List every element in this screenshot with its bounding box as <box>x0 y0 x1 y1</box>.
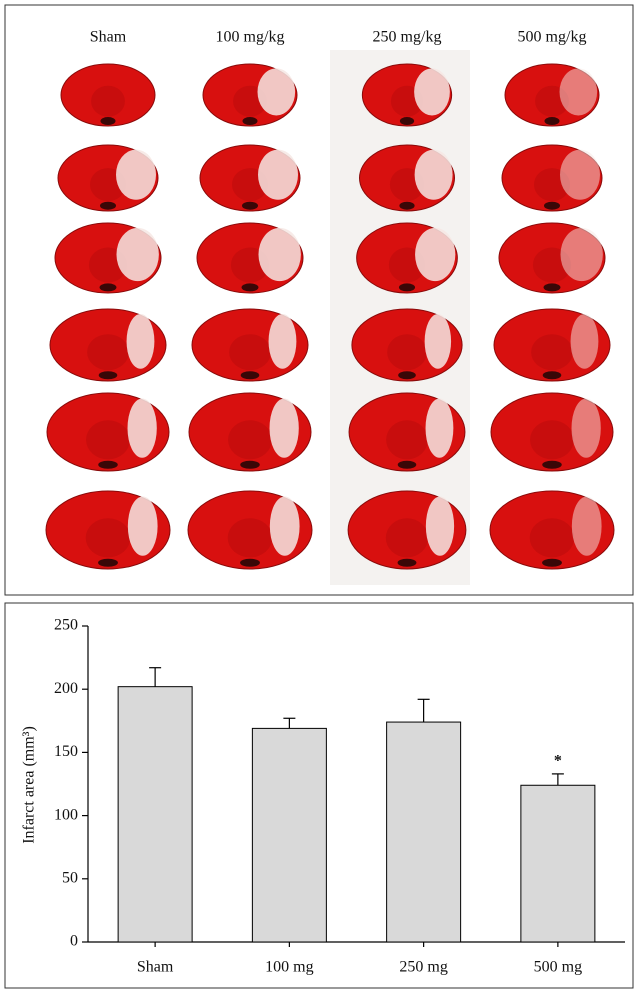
infarct-region <box>570 314 599 369</box>
infarct-region <box>257 68 296 116</box>
slice-midline <box>386 420 428 460</box>
slice-shadow <box>98 460 118 469</box>
infarct-region <box>560 227 603 282</box>
y-axis-label: Infarct area (mm³) <box>21 726 38 844</box>
slice-shadow <box>98 371 118 380</box>
slice-midline <box>228 420 272 460</box>
infarct-region <box>126 314 155 369</box>
bar <box>386 721 462 943</box>
infarct-region <box>571 496 602 556</box>
slice-shadow <box>240 371 260 380</box>
slice-shadow <box>544 201 560 210</box>
slice-shadow <box>397 460 417 469</box>
infarct-region <box>415 227 456 282</box>
infarct-region <box>424 314 452 369</box>
infarct-region <box>116 227 159 282</box>
y-tick-label: 50 <box>62 869 78 886</box>
slice-shadow <box>242 201 258 210</box>
slice-shadow <box>241 283 259 292</box>
slice-shadow <box>542 558 562 567</box>
slice-shadow <box>242 117 258 126</box>
bar <box>117 686 193 943</box>
slice-midline <box>530 420 574 460</box>
slice-shadow <box>542 371 562 380</box>
y-tick-label: 200 <box>54 680 78 697</box>
slice-shadow <box>100 117 116 126</box>
slice-shadow <box>544 117 560 126</box>
slice-midline <box>385 518 429 558</box>
infarct-region <box>425 398 454 458</box>
infarct-region <box>258 227 301 282</box>
slice-midline <box>229 334 271 371</box>
slice-shadow <box>240 460 260 469</box>
significance-marker: * <box>554 753 562 770</box>
x-tick-label: Sham <box>137 959 174 976</box>
slice-shadow <box>542 460 562 469</box>
infarct-region <box>268 314 297 369</box>
slice-shadow <box>99 283 117 292</box>
slice-shadow <box>398 371 416 380</box>
column-label: 250 mg/kg <box>373 29 442 46</box>
slice-midline <box>531 334 573 371</box>
infarct-region <box>269 398 299 458</box>
column-label: 100 mg/kg <box>216 29 285 46</box>
infarct-region <box>116 149 156 200</box>
infarct-region <box>414 149 453 200</box>
slice-shadow <box>398 283 416 292</box>
y-tick-label: 150 <box>54 743 78 760</box>
infarct-region <box>559 68 598 116</box>
x-tick-label: 100 mg <box>265 959 313 976</box>
slice-shadow <box>240 558 260 567</box>
slice-shadow <box>543 283 561 292</box>
slice-midline <box>91 85 125 117</box>
x-tick-label: 500 mg <box>534 959 582 976</box>
column-label: 500 mg/kg <box>518 29 587 46</box>
infarct-region <box>127 398 157 458</box>
y-tick-label: 0 <box>70 933 78 950</box>
bar <box>520 784 596 943</box>
slice-midline <box>387 334 427 371</box>
y-tick-label: 250 <box>54 617 78 634</box>
infarct-region <box>425 496 455 556</box>
infarct-region <box>269 496 300 556</box>
slice-midline <box>85 518 131 558</box>
slice-midline <box>87 334 129 371</box>
brain-slices <box>45 63 615 570</box>
infarct-region <box>560 149 600 200</box>
y-tick-label: 100 <box>54 806 78 823</box>
column-label: Sham <box>90 29 127 46</box>
infarct-region <box>414 68 450 116</box>
slice-midline <box>86 420 130 460</box>
infarct-region <box>258 149 298 200</box>
infarct-region <box>127 496 158 556</box>
x-tick-label: 250 mg <box>399 959 447 976</box>
slice-shadow <box>399 201 415 210</box>
infarct-region <box>571 398 601 458</box>
slice-shadow <box>397 558 417 567</box>
slice-midline <box>227 518 273 558</box>
slice-shadow <box>399 117 415 126</box>
bar <box>251 727 327 943</box>
slice-midline <box>529 518 575 558</box>
slice-shadow <box>100 201 116 210</box>
slice-shadow <box>98 558 118 567</box>
